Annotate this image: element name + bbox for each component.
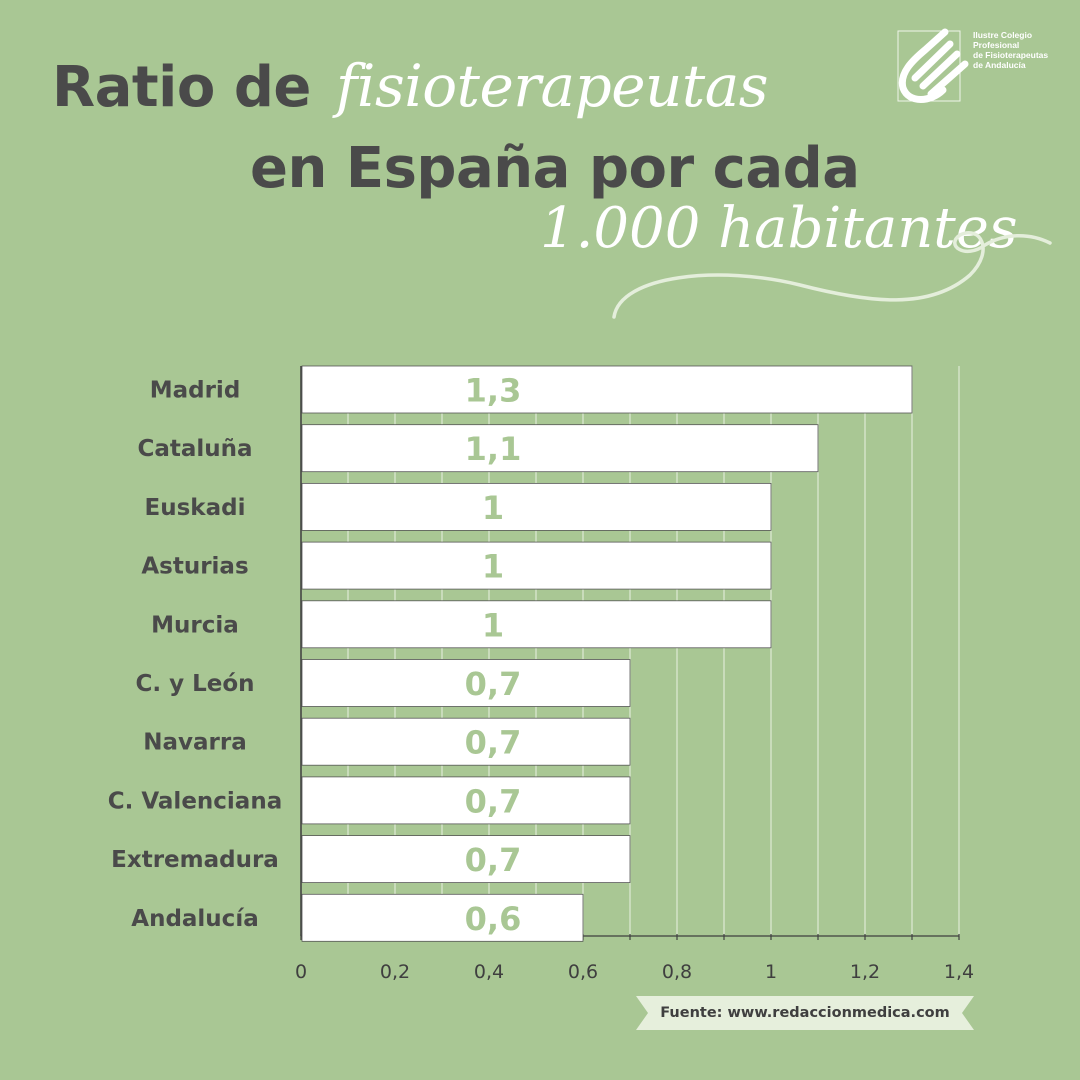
x-tick-label: 1,2 — [850, 961, 880, 983]
x-tick-label: 0,8 — [662, 961, 692, 983]
title-bold-text: Ratio de — [52, 55, 311, 120]
category-label: Navarra — [143, 730, 247, 756]
category-label: Madrid — [150, 378, 241, 404]
value-label: 1 — [482, 606, 504, 644]
decorative-swirl — [612, 231, 1052, 319]
bar — [301, 424, 819, 473]
x-tick-label: 0 — [295, 961, 307, 983]
category-label: Murcia — [151, 612, 239, 638]
title-line-2: en España por cada — [250, 136, 860, 201]
title-line-3: 1.000 habitantes — [540, 196, 1018, 261]
x-tick-label: 0,4 — [474, 961, 504, 983]
logo-text-line: Ilustre Colegio — [973, 30, 1033, 40]
value-label: 0,7 — [465, 724, 522, 762]
x-tick-label: 0,6 — [568, 961, 598, 983]
colegio-logo — [897, 28, 969, 103]
value-label: 0,7 — [465, 665, 522, 703]
category-label: Cataluña — [137, 436, 252, 462]
x-tick-label: 1 — [765, 961, 777, 983]
logo-text-line: de Andalucía — [973, 60, 1026, 70]
logo-text: Ilustre Colegio Profesional de Fisiotera… — [973, 30, 1048, 70]
ribbon-shape — [636, 996, 974, 1030]
source-ribbon: Fuente: www.redaccionmedica.com — [636, 996, 974, 1030]
category-label: C. Valenciana — [108, 788, 282, 814]
bar-chart: Madrid 1,3 Cataluña 1,1 Euskadi 1 Asturias 1 Mur… — [108, 365, 974, 983]
x-tick-label: 0,2 — [380, 961, 410, 983]
bar — [301, 365, 913, 414]
bar — [301, 893, 584, 942]
logo-text-line: de Fisioterapeutas — [973, 50, 1049, 60]
category-label: Euskadi — [145, 495, 246, 521]
bar — [301, 659, 631, 707]
title-script-text: fisioterapeutas — [335, 52, 769, 120]
category-label: Extremadura — [111, 847, 279, 873]
x-tick-label: 1,4 — [944, 961, 974, 983]
bar — [301, 776, 631, 825]
logo-text-line: Profesional — [973, 40, 1020, 50]
category-label: Andalucía — [131, 906, 258, 932]
value-label: 0,6 — [465, 900, 522, 938]
bar — [301, 717, 631, 766]
bar — [301, 600, 772, 649]
value-label: 0,7 — [465, 841, 522, 879]
value-label: 1 — [482, 489, 504, 527]
category-label: C. y León — [135, 671, 254, 697]
value-label: 1 — [482, 548, 504, 586]
value-label: 0,7 — [465, 782, 522, 820]
bar — [301, 541, 772, 590]
bar — [301, 835, 631, 883]
title-line-1: Ratio de fisioterapeutas — [52, 52, 769, 120]
value-label: 1,3 — [465, 372, 522, 410]
category-label: Asturias — [141, 554, 248, 580]
source-text: Fuente: www.redaccionmedica.com — [660, 1005, 950, 1021]
bar — [301, 482, 772, 531]
value-label: 1,1 — [465, 430, 522, 468]
